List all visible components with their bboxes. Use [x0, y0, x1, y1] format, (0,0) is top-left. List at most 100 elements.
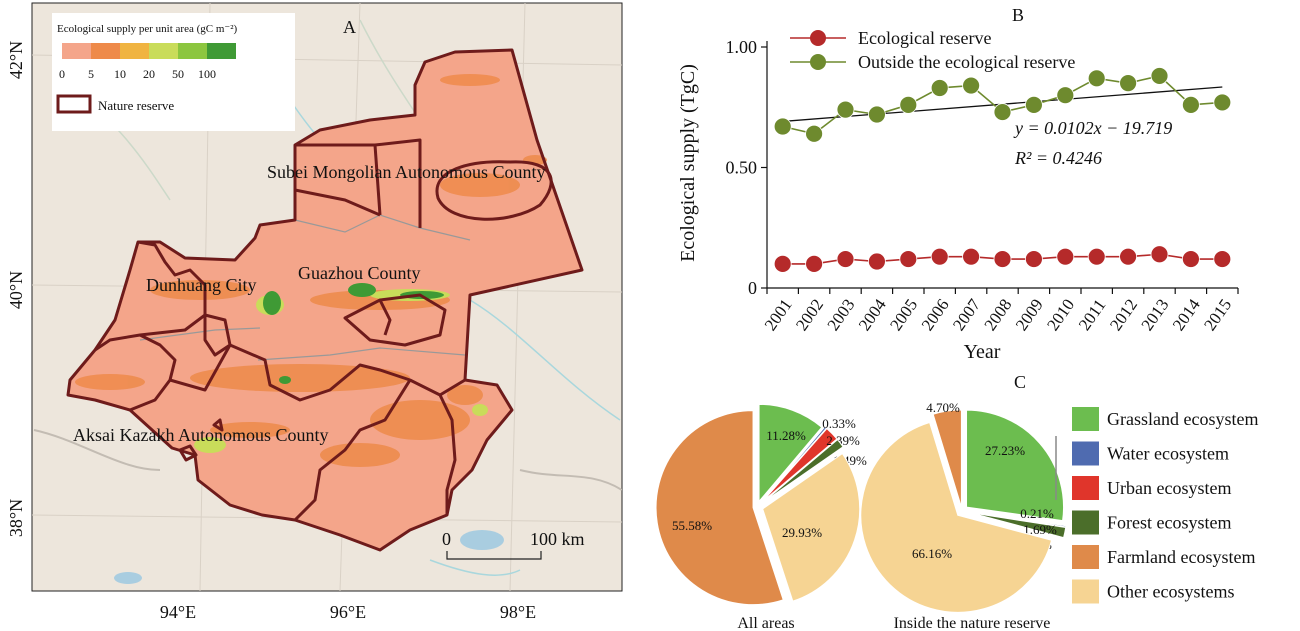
data-point	[805, 124, 823, 143]
ecosystem-legend-swatch	[1072, 407, 1099, 431]
colorbar-tick-label: 100	[198, 67, 216, 81]
map-legend-ticks: 0 5 10 20 50 100	[59, 67, 216, 81]
x-tick-label: 2014	[1169, 295, 1204, 334]
data-point	[868, 252, 886, 271]
data-point	[993, 103, 1012, 121]
x-tick-label: 2007	[949, 295, 984, 334]
data-point	[1025, 95, 1043, 114]
x-tick-label: 2012	[1106, 295, 1141, 334]
data-point	[930, 79, 949, 97]
colorbar-swatch	[178, 43, 207, 59]
pie-all-areas-title: All areas	[737, 615, 794, 631]
data-point	[962, 76, 980, 95]
ecosystem-legend-label: Water ecosystem	[1107, 444, 1229, 464]
colorbar-swatch	[207, 43, 236, 59]
data-point	[1056, 86, 1075, 105]
ecosystem-legend-label: Forest ecosystem	[1107, 513, 1231, 533]
pie-all-areas: 11.28%0.33%2.39%1.49%29.93%55.58%	[655, 403, 867, 606]
pie-slice-label: 0.33%	[822, 416, 856, 431]
pie-slice-label: 27.23%	[985, 443, 1025, 458]
county-label-aksai: Aksai Kazakh Autonomous County	[73, 425, 328, 445]
map-legend: Ecological supply per unit area (gC m⁻²)…	[52, 13, 295, 131]
data-point	[1150, 245, 1169, 264]
pie-slice	[969, 512, 1067, 539]
pie-slice-label: 0.21%	[1020, 506, 1054, 521]
pie-slice-label: 29.93%	[782, 525, 822, 540]
pie-slice	[761, 426, 828, 502]
data-point	[899, 250, 918, 268]
pie-inside-reserve-title: Inside the nature reserve	[894, 615, 1051, 631]
county-label-subei: Subei Mongolian Autonomous County	[267, 162, 546, 182]
data-point	[836, 100, 855, 119]
ecosystem-legend-swatch	[1072, 579, 1099, 604]
ecosystem-legend-swatch	[1072, 441, 1099, 466]
colorbar-tick-label: 10	[114, 67, 126, 81]
data-point	[836, 250, 855, 268]
x-tick-label: 2005	[886, 295, 921, 334]
line-chart-series	[773, 67, 1232, 273]
data-point	[930, 247, 949, 266]
panel-b-letter: B	[1012, 5, 1024, 25]
colorbar-swatch	[62, 43, 91, 59]
line-chart-legend: Ecological reserve Outside the ecological…	[790, 28, 1075, 72]
data-point	[868, 105, 886, 124]
ecosystem-legend-swatch	[1072, 545, 1099, 569]
trend-equation: y = 0.0102x − 19.719	[1013, 118, 1172, 138]
map-legend-background	[52, 13, 295, 131]
pie-slice	[655, 410, 784, 606]
colorbar-tick-label: 50	[172, 67, 184, 81]
nature-reserve-legend-label: Nature reserve	[98, 98, 174, 113]
x-tick-label: 2003	[823, 295, 858, 334]
colorbar-swatch	[149, 43, 178, 59]
x-tick-label: 2013	[1137, 295, 1172, 334]
x-tick-label: 2011	[1075, 296, 1110, 334]
data-point	[1119, 74, 1137, 93]
data-point	[773, 254, 792, 273]
legend-label: Outside the ecological reserve	[858, 52, 1075, 72]
pie-inside-reserve: 27.23%0.21%0.01%1.69%66.16%4.70%	[860, 400, 1067, 613]
data-point	[1182, 95, 1200, 114]
y-tick-label: 1.00	[726, 37, 758, 57]
pie-slice-label: 66.16%	[912, 546, 952, 561]
map-legend-title: Ecological supply per unit area (gC m⁻²)	[57, 23, 237, 35]
pie-slice-label: 4.70%	[926, 400, 960, 415]
ecosystem-legend-label: Other ecosystems	[1107, 582, 1234, 602]
ecosystem-legend-swatch	[1072, 476, 1099, 500]
x-tick-label: 2008	[980, 295, 1015, 334]
data-point	[993, 250, 1012, 268]
ecosystem-legend-label: Grassland ecosystem	[1107, 409, 1258, 429]
pie-slice	[762, 452, 861, 602]
data-point	[805, 254, 823, 273]
pie-slice-label: 1.69%	[1023, 522, 1057, 537]
lon-label-96: 96°E	[330, 602, 366, 622]
colorbar-tick-label: 20	[143, 67, 155, 81]
pie-slice	[758, 403, 823, 503]
line-chart-xlabel: Year	[964, 341, 1001, 363]
data-point	[899, 95, 918, 114]
scale-bar-zero: 0	[442, 529, 451, 549]
pie-slice	[763, 438, 844, 503]
pie-slice-label: 11.28%	[766, 428, 806, 443]
county-label-guazhou: Guazhou County	[298, 263, 420, 283]
y-tick-label: 0	[748, 278, 757, 298]
lon-label-94: 94°E	[160, 602, 196, 622]
data-point	[1213, 250, 1232, 268]
pie-slice	[860, 421, 1053, 613]
trend-r-squared: R² = 0.4246	[1014, 148, 1102, 168]
nature-reserve-swatch	[56, 94, 92, 114]
county-label-dunhuang: Dunhuang City	[146, 275, 257, 295]
pie-slice	[932, 409, 962, 508]
data-point	[1087, 69, 1106, 88]
y-tick-label: 0.50	[726, 158, 758, 178]
x-tick-label: 2009	[1012, 295, 1047, 334]
panel-c-letter: C	[1014, 372, 1026, 392]
ecosystem-legend-label: Farmland ecosystem	[1107, 547, 1255, 567]
data-point	[1025, 250, 1043, 268]
scale-bar: 0 100 km	[442, 529, 585, 560]
x-tick-label: 2015	[1200, 295, 1235, 334]
map-panel: Ecological supply per unit area (gC m⁻²)…	[6, 2, 623, 622]
colorbar-tick-label: 5	[88, 67, 94, 81]
legend-marker	[810, 30, 826, 46]
x-tick-label: 2004	[855, 295, 890, 334]
